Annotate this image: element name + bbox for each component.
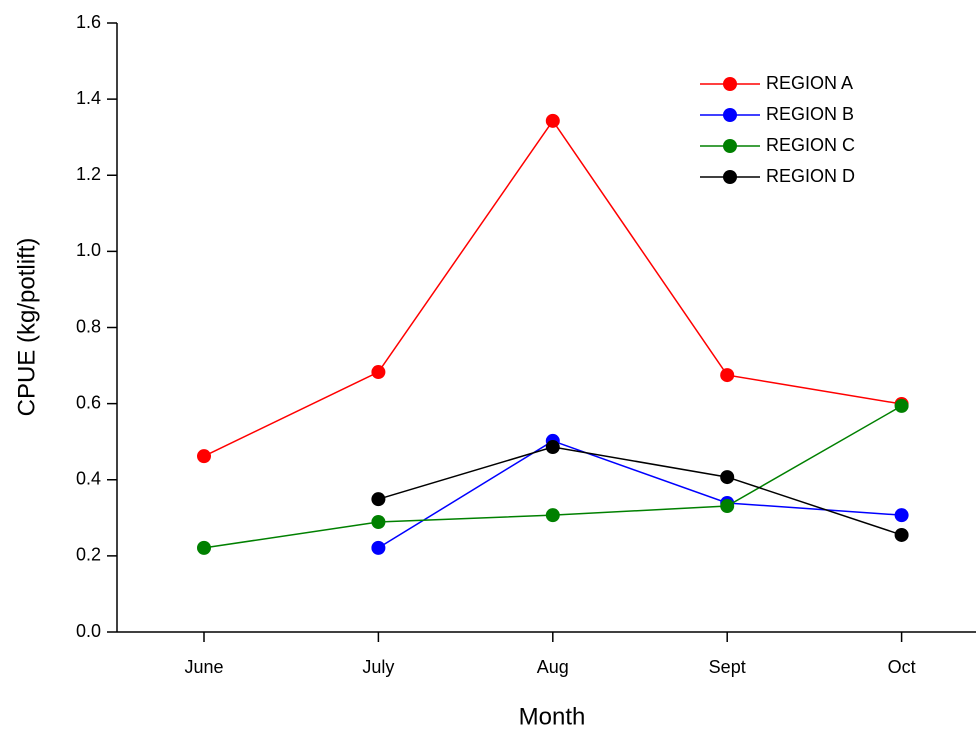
y-tick-label: 0.0 — [76, 621, 101, 641]
data-point — [197, 540, 211, 555]
series-line — [378, 446, 902, 536]
legend-label: REGION A — [766, 73, 853, 93]
data-point — [371, 365, 386, 380]
legend-marker — [723, 108, 737, 122]
x-tick-label: Oct — [888, 657, 916, 677]
y-tick-label: 0.2 — [76, 545, 101, 565]
y-tick-label: 0.6 — [76, 392, 101, 412]
y-axis-label: CPUE (kg/potlift) — [13, 238, 40, 417]
data-point — [894, 527, 909, 542]
data-point — [894, 508, 909, 523]
y-tick-label: 1.2 — [76, 164, 101, 184]
y-tick-label: 1.6 — [76, 12, 101, 32]
data-point — [371, 514, 386, 529]
x-tick-label: Sept — [709, 657, 746, 677]
legend-label: REGION D — [766, 166, 855, 186]
series-line — [203, 405, 902, 549]
data-point — [371, 492, 386, 507]
series-line — [378, 440, 902, 549]
y-tick-label: 1.4 — [76, 88, 101, 108]
legend-label: REGION B — [766, 104, 854, 124]
legend-marker — [723, 77, 737, 91]
x-axis-label: Month — [519, 703, 586, 730]
y-tick-label: 1.0 — [76, 240, 101, 260]
data-point — [545, 508, 560, 523]
legend-marker — [723, 170, 737, 184]
data-point — [545, 440, 560, 455]
data-point — [545, 113, 560, 128]
x-tick-label: June — [184, 657, 223, 677]
data-point — [371, 540, 386, 555]
y-tick-label: 0.8 — [76, 316, 101, 336]
y-tick-label: 0.4 — [76, 469, 101, 489]
data-point — [720, 368, 735, 383]
legend-marker — [723, 139, 737, 153]
data-point — [197, 449, 211, 464]
x-tick-label: Aug — [537, 657, 569, 677]
legend-label: REGION C — [766, 135, 855, 155]
x-tick-label: July — [362, 657, 394, 677]
data-point — [720, 499, 735, 514]
data-point — [720, 470, 735, 485]
data-point — [894, 398, 909, 413]
